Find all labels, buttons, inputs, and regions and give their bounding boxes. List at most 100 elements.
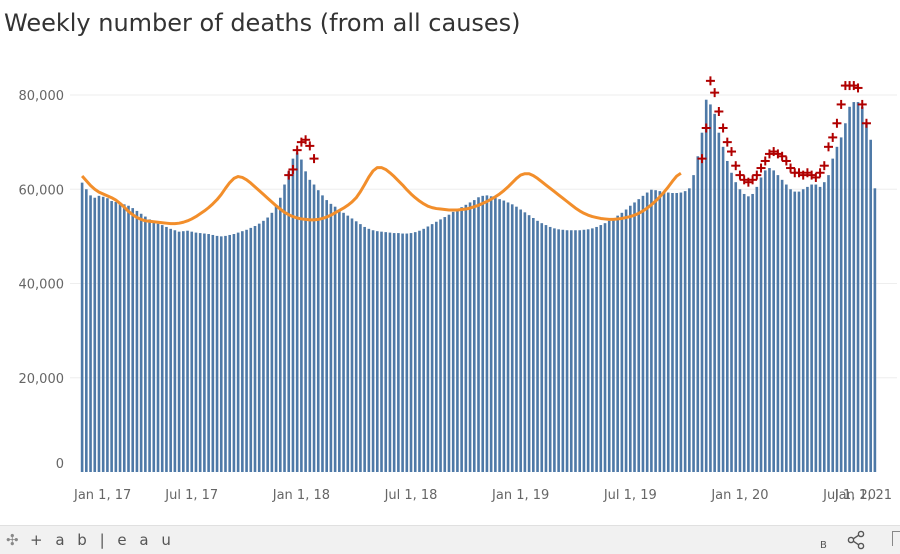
bar-week-162[interactable] bbox=[763, 170, 767, 472]
bar-week-106[interactable] bbox=[527, 215, 531, 472]
excess-marker-21[interactable] bbox=[756, 163, 766, 173]
bar-week-58[interactable] bbox=[325, 200, 328, 472]
bar-week-33[interactable] bbox=[219, 236, 223, 472]
bar-week-90[interactable] bbox=[460, 207, 463, 472]
excess-marker-15[interactable] bbox=[731, 161, 741, 171]
share-icon[interactable] bbox=[846, 530, 866, 550]
excess-marker-0[interactable] bbox=[284, 170, 294, 180]
bar-week-165[interactable] bbox=[776, 175, 780, 473]
bar-week-178[interactable] bbox=[831, 158, 835, 472]
bar-week-187[interactable] bbox=[869, 139, 872, 473]
bar-week-68[interactable] bbox=[367, 228, 371, 472]
bar-week-179[interactable] bbox=[835, 146, 839, 472]
excess-marker-14[interactable] bbox=[727, 147, 737, 157]
excess-marker-11[interactable] bbox=[714, 106, 724, 116]
bar-week-63[interactable] bbox=[346, 215, 350, 472]
bar-week-13[interactable] bbox=[135, 210, 139, 473]
bar-week-110[interactable] bbox=[544, 225, 548, 472]
bar-week-145[interactable] bbox=[692, 175, 695, 473]
bar-week-55[interactable] bbox=[312, 184, 316, 472]
bar-week-29[interactable] bbox=[203, 233, 206, 472]
bar-week-137[interactable] bbox=[658, 191, 662, 472]
bar-week-89[interactable] bbox=[456, 209, 459, 473]
bar-week-108[interactable] bbox=[536, 220, 539, 472]
excess-marker-26[interactable] bbox=[777, 151, 787, 161]
bar-week-184[interactable] bbox=[856, 102, 860, 472]
bar-week-143[interactable] bbox=[683, 191, 687, 472]
excess-marker-6[interactable] bbox=[309, 154, 319, 164]
bar-week-17[interactable] bbox=[152, 222, 156, 472]
bar-week-36[interactable] bbox=[232, 234, 236, 472]
bar-week-159[interactable] bbox=[751, 193, 754, 472]
bar-week-138[interactable] bbox=[662, 192, 666, 472]
bar-week-11[interactable] bbox=[127, 205, 130, 472]
bar-week-169[interactable] bbox=[793, 191, 797, 472]
excess-marker-13[interactable] bbox=[722, 137, 732, 147]
excess-marker-22[interactable] bbox=[760, 156, 770, 166]
bar-week-170[interactable] bbox=[797, 191, 801, 472]
bar-week-167[interactable] bbox=[785, 184, 788, 472]
bar-week-77[interactable] bbox=[405, 233, 409, 472]
bar-week-62[interactable] bbox=[342, 212, 345, 472]
bars[interactable] bbox=[80, 99, 877, 473]
bar-week-59[interactable] bbox=[329, 203, 333, 472]
expected-deaths-line[interactable] bbox=[80, 166, 682, 226]
excess-marker-40[interactable] bbox=[836, 99, 846, 109]
bar-week-52[interactable] bbox=[300, 159, 303, 472]
bar-week-6[interactable] bbox=[106, 198, 109, 473]
bar-week-87[interactable] bbox=[447, 214, 451, 472]
bar-week-151[interactable] bbox=[717, 132, 721, 472]
bar-week-75[interactable] bbox=[397, 233, 400, 472]
bar-week-86[interactable] bbox=[443, 217, 447, 472]
bar-week-31[interactable] bbox=[211, 234, 215, 472]
bar-week-74[interactable] bbox=[392, 233, 396, 472]
bar-week-100[interactable] bbox=[502, 200, 506, 472]
bar-week-60[interactable] bbox=[333, 206, 337, 472]
excess-marker-1[interactable] bbox=[288, 164, 298, 174]
bar-week-84[interactable] bbox=[435, 221, 438, 472]
bar-week-131[interactable] bbox=[633, 202, 636, 472]
bar-week-42[interactable] bbox=[257, 223, 261, 472]
bar-week-12[interactable] bbox=[131, 208, 135, 472]
bar-week-188[interactable] bbox=[873, 188, 877, 472]
excess-marker-44[interactable] bbox=[853, 83, 863, 93]
bar-week-30[interactable] bbox=[207, 234, 210, 472]
bar-week-132[interactable] bbox=[637, 199, 641, 473]
bar-week-34[interactable] bbox=[224, 235, 227, 472]
bar-week-183[interactable] bbox=[852, 102, 856, 472]
bar-week-94[interactable] bbox=[477, 197, 480, 473]
bar-week-41[interactable] bbox=[253, 226, 257, 472]
bar-week-3[interactable] bbox=[93, 197, 97, 473]
bar-week-70[interactable] bbox=[375, 231, 379, 472]
bar-week-105[interactable] bbox=[523, 212, 527, 472]
excess-marker-27[interactable] bbox=[781, 156, 791, 166]
bar-week-46[interactable] bbox=[274, 205, 278, 472]
bar-week-0[interactable] bbox=[80, 182, 84, 472]
bar-week-48[interactable] bbox=[283, 184, 286, 472]
excess-marker-19[interactable] bbox=[748, 175, 758, 185]
bar-week-102[interactable] bbox=[510, 204, 514, 472]
bar-week-175[interactable] bbox=[818, 186, 822, 473]
bar-week-109[interactable] bbox=[540, 223, 544, 472]
bar-week-146[interactable] bbox=[696, 156, 700, 472]
excess-marker-8[interactable] bbox=[701, 123, 711, 133]
bar-week-136[interactable] bbox=[654, 190, 657, 472]
bar-week-113[interactable] bbox=[557, 229, 560, 472]
bar-week-28[interactable] bbox=[198, 233, 202, 472]
bar-week-80[interactable] bbox=[418, 230, 421, 472]
fullscreen-icon[interactable] bbox=[892, 531, 900, 546]
bar-week-35[interactable] bbox=[228, 234, 232, 472]
bar-week-44[interactable] bbox=[266, 217, 269, 472]
bar-week-182[interactable] bbox=[848, 106, 851, 472]
bar-week-32[interactable] bbox=[215, 235, 219, 472]
bar-week-10[interactable] bbox=[122, 204, 126, 472]
bar-week-49[interactable] bbox=[287, 171, 291, 472]
excess-marker-34[interactable] bbox=[811, 172, 821, 182]
bar-week-185[interactable] bbox=[860, 106, 864, 472]
excess-marker-16[interactable] bbox=[735, 170, 745, 180]
bar-week-103[interactable] bbox=[515, 206, 518, 472]
bar-week-123[interactable] bbox=[599, 225, 603, 472]
bar-week-115[interactable] bbox=[565, 230, 569, 472]
bar-week-83[interactable] bbox=[430, 224, 434, 472]
excess-marker-10[interactable] bbox=[710, 88, 720, 98]
